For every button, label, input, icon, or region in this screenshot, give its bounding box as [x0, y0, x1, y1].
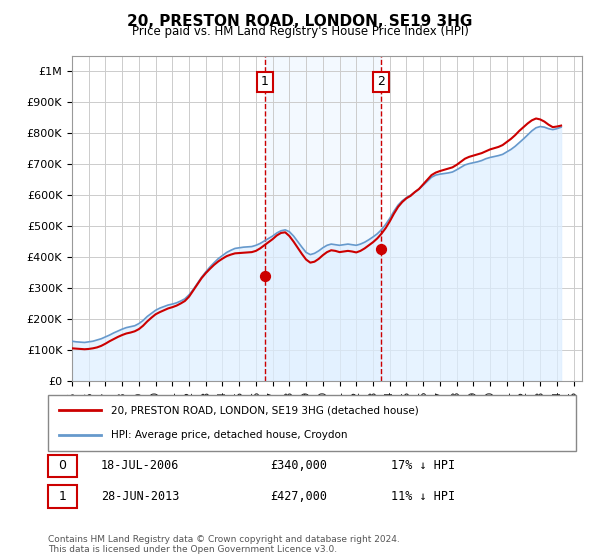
- FancyBboxPatch shape: [48, 455, 77, 477]
- Text: 1: 1: [261, 76, 269, 88]
- Text: 28-JUN-2013: 28-JUN-2013: [101, 490, 179, 503]
- Point: [376, 244, 386, 253]
- Text: Contains HM Land Registry data © Crown copyright and database right 2024.
This d: Contains HM Land Registry data © Crown c…: [48, 535, 400, 554]
- Text: 17% ↓ HPI: 17% ↓ HPI: [391, 459, 455, 473]
- Point: [260, 271, 270, 280]
- Bar: [265, 56, 381, 381]
- Text: 1: 1: [58, 490, 66, 503]
- Text: 18-JUL-2006: 18-JUL-2006: [101, 459, 179, 473]
- Text: 20, PRESTON ROAD, LONDON, SE19 3HG: 20, PRESTON ROAD, LONDON, SE19 3HG: [127, 14, 473, 29]
- Text: Price paid vs. HM Land Registry's House Price Index (HPI): Price paid vs. HM Land Registry's House …: [131, 25, 469, 38]
- Text: 20, PRESTON ROAD, LONDON, SE19 3HG (detached house): 20, PRESTON ROAD, LONDON, SE19 3HG (deta…: [112, 405, 419, 416]
- Text: £427,000: £427,000: [270, 490, 327, 503]
- Text: 0: 0: [58, 459, 66, 473]
- Text: £340,000: £340,000: [270, 459, 327, 473]
- Text: 2: 2: [377, 76, 385, 88]
- Text: HPI: Average price, detached house, Croydon: HPI: Average price, detached house, Croy…: [112, 430, 348, 440]
- FancyBboxPatch shape: [48, 395, 576, 451]
- Text: 11% ↓ HPI: 11% ↓ HPI: [391, 490, 455, 503]
- FancyBboxPatch shape: [48, 486, 77, 508]
